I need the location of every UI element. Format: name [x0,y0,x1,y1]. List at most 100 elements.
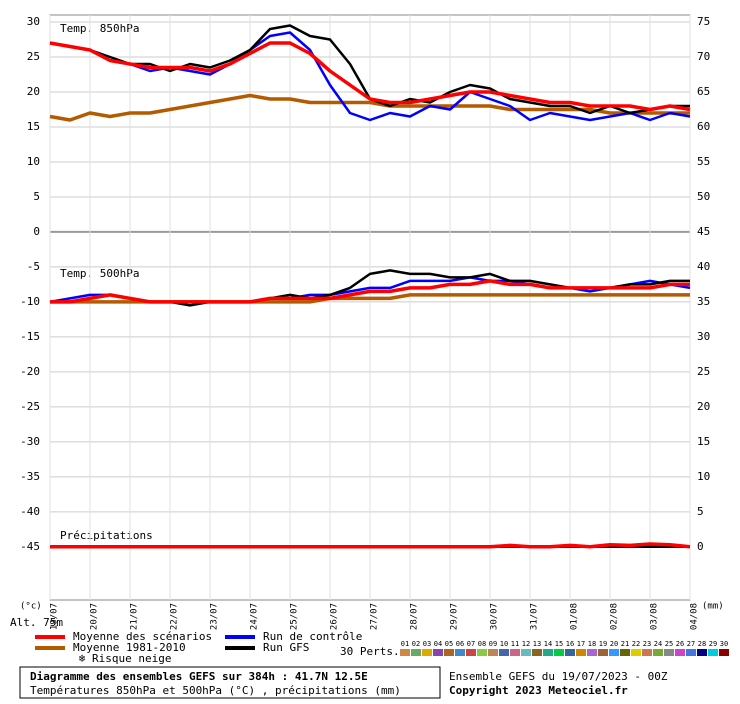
pert-label: 08 [478,640,486,648]
footer-subtitle: Températures 850hPa et 500hPa (°C) , pré… [30,684,401,697]
y2-unit: (mm) [702,602,724,612]
y-tick-label: 20 [27,85,40,98]
footer-box [19,666,441,699]
y-tick-label: -25 [20,400,40,413]
pert-swatch [477,649,487,656]
pert-label: 13 [533,640,541,648]
y-tick-label: 30 [27,15,40,28]
pert-label: 10 [500,640,508,648]
y2-tick-label: 0 [697,540,704,553]
legend-label: Run GFS [263,641,309,654]
pert-swatch [466,649,476,656]
y2-tick-label: 70 [697,50,710,63]
x-tick-label: 29/07 [450,603,460,630]
pert-label: 11 [511,640,519,648]
y2-tick-label: 50 [697,190,710,203]
pert-label: 01 [401,640,409,648]
pert-label: 15 [555,640,563,648]
pert-label: 07 [467,640,475,648]
perts-label: 30 Perts. [340,645,400,658]
y-tick-label: -10 [20,295,40,308]
y-tick-label: -30 [20,435,40,448]
pert-swatch [609,649,619,656]
pert-label: 19 [599,640,607,648]
pert-label: 30 [720,640,728,648]
pert-swatch [521,649,531,656]
pert-swatch [554,649,564,656]
copyright: Copyright 2023 Meteociel.fr [449,684,628,697]
y-tick-label: 0 [33,225,40,238]
pert-swatch [576,649,586,656]
y2-tick-label: 45 [697,225,710,238]
x-tick-label: 23/07 [210,603,220,630]
pert-swatch [620,649,630,656]
pert-label: 06 [456,640,464,648]
pert-label: 29 [709,640,717,648]
pert-label: 28 [698,640,706,648]
y-tick-label: 5 [33,190,40,203]
snow-icon: ❄ [79,652,86,665]
pert-swatch [587,649,597,656]
pert-swatch [653,649,663,656]
pert-label: 16 [566,640,574,648]
pert-swatch [499,649,509,656]
y2-tick-label: 15 [697,435,710,448]
pert-swatch [543,649,553,656]
footer-title: Diagramme des ensembles GEFS sur 384h : … [30,670,368,683]
x-tick-label: 31/07 [530,603,540,630]
pert-swatch [422,649,432,656]
pert-swatch [411,649,421,656]
y2-tick-label: 60 [697,120,710,133]
y2-tick-label: 65 [697,85,710,98]
y2-tick-label: 20 [697,400,710,413]
series-line [49,31,691,122]
x-tick-label: 03/08 [650,603,660,630]
y-unit: (°c) [20,602,42,612]
pert-swatch [433,649,443,656]
legend-label: Moyenne des scénarios [73,630,212,643]
y-tick-label: -5 [27,260,40,273]
y-tick-label: -45 [20,540,40,553]
legend-label: Run de contrôle [263,630,362,643]
y2-tick-label: 40 [697,260,710,273]
pert-label: 14 [544,640,552,648]
pert-swatch [532,649,542,656]
pert-label: 18 [588,640,596,648]
pert-swatch [631,649,641,656]
panel-label: Temp. 500hPa [60,267,139,280]
x-tick-label: 27/07 [370,603,380,630]
pert-swatch [598,649,608,656]
pert-swatch [697,649,707,656]
series-line [50,279,690,304]
pert-label: 27 [687,640,695,648]
run-label: Ensemble GEFS du 19/07/2023 - 00Z [449,670,668,683]
y2-tick-label: 30 [697,330,710,343]
y-tick-label: -20 [20,365,40,378]
y2-tick-label: 75 [697,15,710,28]
y-tick-label: 25 [27,50,40,63]
series-line [49,41,691,112]
pert-label: 03 [423,640,431,648]
y-tick-label: 10 [27,155,40,168]
pert-swatch [455,649,465,656]
pert-swatch [510,649,520,656]
pert-label: 17 [577,640,585,648]
pert-swatch [400,649,410,656]
x-tick-label: 30/07 [490,603,500,630]
pert-swatch [719,649,729,656]
pert-label: 22 [632,640,640,648]
pert-swatch [642,649,652,656]
pert-label: 24 [654,640,662,648]
pert-label: 25 [665,640,673,648]
pert-label: 12 [522,640,530,648]
pert-label: 20 [610,640,618,648]
x-tick-label: 02/08 [610,603,620,630]
y-tick-label: 15 [27,120,40,133]
pert-swatch [708,649,718,656]
pert-label: 21 [621,640,629,648]
x-tick-label: 25/07 [290,603,300,630]
pert-swatch [664,649,674,656]
y-tick-label: -40 [20,505,40,518]
x-tick-label: 24/07 [250,603,260,630]
pert-label: 02 [412,640,420,648]
